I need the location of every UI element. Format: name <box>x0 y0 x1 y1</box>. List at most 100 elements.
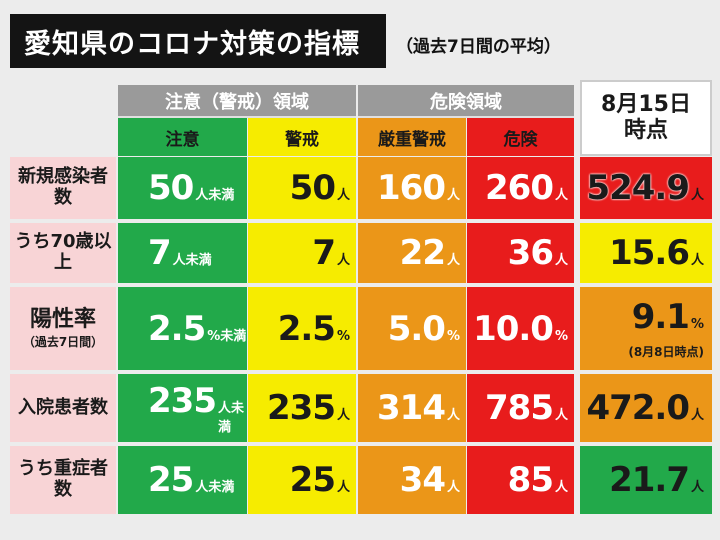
threshold-unit: 人未満 <box>217 401 244 435</box>
current-unit: 人 <box>690 408 704 423</box>
current-value-cell: 21.7 人 <box>580 446 712 514</box>
threshold-cell-warning: 25 人 <box>248 446 356 514</box>
threshold-value: 25 人未満 <box>148 460 234 500</box>
threshold-unit: 人未満 <box>172 253 212 268</box>
current-value: 9.1% <box>632 297 704 337</box>
threshold-number: 235 <box>148 381 217 421</box>
threshold-value: 50 人未満 <box>148 168 234 208</box>
threshold-number: 260 <box>485 168 554 208</box>
threshold-number: 25 <box>289 460 336 500</box>
threshold-value: 260 人 <box>485 168 568 208</box>
row-label-text: 新規感染者数 <box>18 166 108 208</box>
threshold-cell-danger: 785 人 <box>467 374 574 442</box>
threshold-value: 7 人未満 <box>148 233 212 273</box>
current-unit: 人 <box>690 480 704 495</box>
header-level-caution: 注意 <box>118 118 247 156</box>
threshold-cell-warning: 2.5% <box>248 287 356 370</box>
row-label: うち重症者数 <box>10 446 116 514</box>
threshold-value: 2.5% <box>278 309 350 349</box>
current-number: 15.6 <box>609 233 690 273</box>
threshold-unit: 人 <box>446 480 460 495</box>
threshold-cell-danger: 260 人 <box>467 157 574 219</box>
threshold-unit: 人 <box>336 188 350 203</box>
threshold-value: 50 人 <box>290 168 350 208</box>
current-value: 524.9 人 <box>586 168 704 208</box>
threshold-value: 785 人 <box>485 388 568 428</box>
current-number: 21.7 <box>609 460 690 500</box>
header-level-warning: 警戒 <box>248 118 356 156</box>
threshold-unit: 人未満 <box>195 188 235 203</box>
threshold-unit: % <box>336 328 350 344</box>
threshold-number: 314 <box>377 388 446 428</box>
threshold-number: 50 <box>289 168 336 208</box>
current-number: 9.1 <box>631 297 690 337</box>
threshold-number: 85 <box>507 460 554 500</box>
threshold-value: 85 人 <box>508 460 568 500</box>
row-label: 新規感染者数 <box>10 157 116 219</box>
threshold-number: 25 <box>148 460 194 500</box>
row-label: 入院患者数 <box>10 374 116 442</box>
threshold-number: 160 <box>377 168 446 208</box>
header-level-danger: 危険 <box>467 118 574 156</box>
current-number: 472.0 <box>586 388 690 428</box>
threshold-number: 22 <box>399 233 446 273</box>
threshold-unit: 人未満 <box>195 480 235 495</box>
current-value: 472.0 人 <box>586 388 704 428</box>
threshold-unit: 人 <box>446 408 460 423</box>
threshold-cell-severe-warning: 34 人 <box>358 446 466 514</box>
threshold-cell-severe-warning: 22 人 <box>358 223 466 283</box>
threshold-number: 7 <box>312 233 336 273</box>
current-value-cell: 15.6 人 <box>580 223 712 283</box>
header-current-date: 8月15日 時点 <box>580 80 712 156</box>
header-caution-group: 注意（警戒）領域 <box>118 85 356 118</box>
threshold-value: 5.0% <box>388 309 460 349</box>
threshold-value: 10.0% <box>473 309 568 349</box>
current-value-cell: 9.1% (8月8日時点) <box>580 287 712 370</box>
threshold-unit: % <box>554 328 568 344</box>
threshold-number: 785 <box>485 388 554 428</box>
row-label-text: うち70歳以上 <box>14 231 112 273</box>
threshold-cell-caution: 7 人未満 <box>118 223 247 283</box>
current-note: (8月8日時点) <box>628 345 704 359</box>
current-value-cell: 524.9 人 <box>580 157 712 219</box>
threshold-cell-danger: 85 人 <box>467 446 574 514</box>
threshold-number: 2.5 <box>277 308 336 349</box>
threshold-unit: 人 <box>554 408 568 423</box>
threshold-cell-severe-warning: 314 人 <box>358 374 466 442</box>
threshold-unit: 人 <box>446 253 460 268</box>
threshold-cell-warning: 50 人 <box>248 157 356 219</box>
current-unit: 人 <box>690 188 704 203</box>
threshold-unit: 人 <box>554 188 568 203</box>
row-label: うち70歳以上 <box>10 223 116 283</box>
threshold-unit: 人 <box>336 480 350 495</box>
header-level-severe-warning: 厳重警戒 <box>358 118 466 156</box>
threshold-cell-caution: 235 人未満 <box>118 374 247 442</box>
threshold-unit: 人 <box>336 408 350 423</box>
threshold-number: 7 <box>148 233 172 273</box>
threshold-value: 34 人 <box>400 460 460 500</box>
row-label: 陽性率 （過去7日間） <box>10 287 116 370</box>
threshold-cell-danger: 36 人 <box>467 223 574 283</box>
threshold-unit: 人 <box>446 188 460 203</box>
threshold-number: 34 <box>399 460 446 500</box>
threshold-unit: 人 <box>554 253 568 268</box>
page-title: 愛知県のコロナ対策の指標 <box>10 14 386 68</box>
threshold-value: 235 人未満 <box>148 381 247 435</box>
threshold-value: 314 人 <box>377 388 460 428</box>
threshold-value: 25 人 <box>290 460 350 500</box>
threshold-value: 2.5 %未満 <box>148 309 246 349</box>
threshold-unit: 人 <box>336 253 350 268</box>
threshold-cell-caution: 2.5 %未満 <box>118 287 247 370</box>
threshold-unit: 人 <box>554 480 568 495</box>
threshold-number: 36 <box>507 233 554 273</box>
row-label-subtext: （過去7日間） <box>22 335 104 350</box>
page-subtitle: （過去7日間の平均） <box>396 37 561 57</box>
row-label-text: 入院患者数 <box>18 396 108 418</box>
current-value-cell: 472.0 人 <box>580 374 712 442</box>
current-unit: % <box>690 317 704 332</box>
row-label-text: うち重症者数 <box>18 458 108 500</box>
threshold-cell-warning: 235 人 <box>248 374 356 442</box>
threshold-cell-severe-warning: 5.0% <box>358 287 466 370</box>
threshold-number: 2.5 <box>148 308 206 349</box>
